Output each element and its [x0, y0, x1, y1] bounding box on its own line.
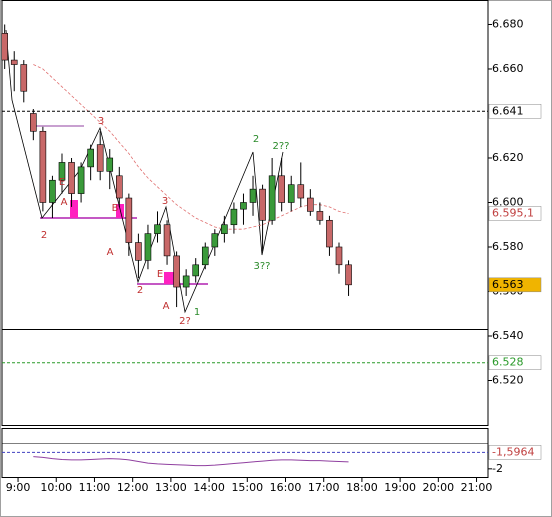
annotation: 2: [137, 285, 143, 296]
candle-body: [307, 197, 314, 212]
candle-body: [154, 224, 161, 234]
annotation: 3: [98, 116, 104, 127]
candle-body: [49, 179, 56, 203]
main-panel: [1, 0, 489, 426]
annotation: A: [163, 301, 170, 312]
x-tick-label: 11:00: [79, 481, 111, 494]
price-label: -1,5964: [492, 445, 534, 458]
x-tick-label: 19:00: [384, 481, 416, 494]
block: [164, 272, 176, 284]
y-tick-label: 6.520: [492, 373, 524, 386]
candle-body: [30, 113, 37, 132]
x-tick-label: 15:00: [231, 481, 263, 494]
candle-body: [163, 224, 171, 257]
y-tick-label: 6.580: [492, 240, 524, 253]
price-label: 6.563: [492, 278, 524, 291]
candle-body: [221, 224, 228, 234]
candle-body: [125, 197, 133, 243]
annotation: 2: [253, 134, 259, 145]
candle-body: [230, 208, 238, 226]
y-tick-label: -2: [492, 462, 503, 475]
candle-body: [259, 188, 266, 221]
candle-body: [345, 264, 352, 286]
y-tick-label: 6.600: [492, 195, 524, 208]
y-tick-label: 6.680: [492, 17, 524, 30]
candle-body: [115, 175, 123, 199]
candle-body: [249, 188, 257, 203]
candle-body: [39, 130, 47, 203]
annotation: 2: [41, 230, 47, 241]
annotation: B: [112, 203, 119, 214]
candle-body: [106, 157, 114, 172]
candle-body: [1, 33, 8, 61]
candle-body: [316, 211, 324, 221]
candle-body: [182, 275, 190, 288]
block: [70, 200, 78, 218]
annotation: E: [157, 269, 163, 280]
annotation: A: [61, 197, 68, 208]
candle-body: [268, 175, 276, 221]
moving-average: [33, 64, 349, 230]
price-box: [488, 355, 542, 370]
x-tick-label: 18:00: [346, 481, 378, 494]
candle-body: [192, 264, 200, 277]
block: [116, 204, 124, 218]
price-label: 6.641: [492, 104, 524, 117]
x-tick-label: 16:00: [270, 481, 302, 494]
candle-body: [20, 64, 28, 92]
x-tick-label: 13:00: [155, 481, 187, 494]
candle-body: [211, 233, 219, 248]
candle-body: [10, 59, 18, 65]
x-tick-label: 20:00: [422, 481, 454, 494]
y-tick-label: 6.620: [492, 151, 524, 164]
candle-body: [201, 246, 209, 266]
x-tick-label: 12:00: [117, 481, 149, 494]
annotation: 3: [162, 196, 168, 207]
annotation: 1: [194, 307, 200, 318]
x-tick-label: 21:00: [461, 481, 493, 494]
price-box: [488, 104, 542, 119]
annotation: 2??: [273, 141, 290, 152]
candle-body: [144, 233, 152, 261]
candle-body: [173, 255, 180, 288]
price-label: 6.528: [492, 356, 524, 369]
price-label: 6.595,1: [492, 206, 534, 219]
candle-body: [278, 175, 285, 203]
y-tick-label: 6.660: [492, 62, 524, 75]
candle-body: [96, 144, 104, 172]
x-tick-label: 9:00: [6, 481, 31, 494]
candle-body: [240, 202, 247, 210]
candle-body: [326, 219, 333, 248]
indicator-panel: [1, 428, 489, 478]
zigzag: [5, 29, 284, 314]
candle-body: [58, 162, 66, 181]
candle-body: [297, 184, 305, 199]
annotation: E: [59, 177, 65, 188]
price-box: [488, 445, 542, 460]
y-tick-label: 6.540: [492, 329, 524, 342]
annotation: 2?: [179, 316, 191, 327]
x-tick-label: 10:00: [40, 481, 72, 494]
candle-body: [135, 242, 142, 261]
x-tick-label: 14:00: [193, 481, 225, 494]
indicator-line: [33, 456, 349, 467]
candle-body: [77, 166, 85, 194]
annotation: A: [107, 247, 114, 258]
candle-body: [287, 184, 295, 203]
price-box: [488, 277, 542, 293]
x-tick-label: 17:00: [308, 481, 340, 494]
candle-body: [68, 162, 75, 194]
candle-body: [87, 148, 94, 168]
candle-body: [335, 246, 343, 266]
annotation: 3??: [254, 261, 271, 272]
price-box: [488, 206, 542, 221]
